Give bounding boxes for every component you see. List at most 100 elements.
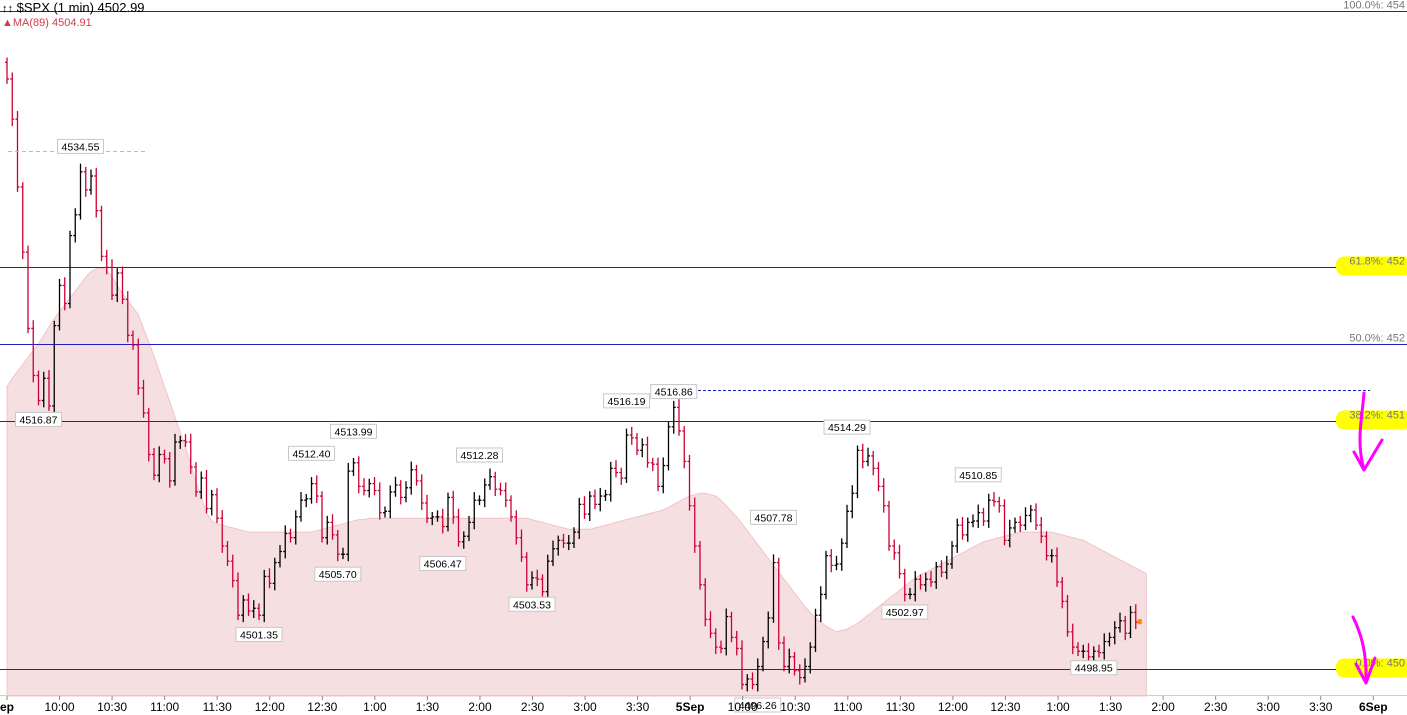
price-bar [719, 640, 723, 654]
price-bar [41, 371, 46, 408]
price-bar [813, 608, 818, 652]
price-bar [194, 462, 198, 497]
price-bar [1128, 605, 1133, 639]
price-bar [388, 485, 393, 519]
price-bar [398, 480, 403, 505]
svg-text:4501.35: 4501.35 [240, 629, 278, 641]
price-bar [68, 230, 72, 309]
price-bar [157, 446, 162, 483]
price-bar [78, 163, 83, 220]
price-bar [682, 426, 687, 469]
price-bar [288, 528, 293, 543]
fib-label-3: 38.2%: 451 [1349, 410, 1405, 422]
price-bar [393, 476, 398, 497]
price-bar [204, 469, 209, 514]
price-bar [456, 508, 461, 547]
x-tick-label: 6Sep [1359, 700, 1388, 714]
price-bar [225, 541, 230, 567]
price-bar [524, 552, 529, 592]
svg-text:4510.85: 4510.85 [959, 470, 997, 482]
price-bar [708, 611, 713, 639]
x-tick-label: 3:00 [573, 700, 597, 714]
price-bars [5, 57, 1370, 692]
price-bar [792, 651, 797, 676]
price-bar [519, 529, 524, 562]
svg-text:4514.29: 4514.29 [828, 422, 866, 434]
price-bar [860, 443, 865, 469]
price-bar [141, 379, 146, 418]
svg-text:4516.19: 4516.19 [608, 396, 646, 408]
price-bar [787, 648, 792, 674]
price-bar [1081, 644, 1086, 659]
price-bar [425, 494, 429, 524]
price-bar [62, 277, 67, 311]
svg-text:4513.99: 4513.99 [335, 426, 373, 438]
price-bar [377, 482, 382, 520]
price-bar [1049, 549, 1054, 563]
x-tick-label: 11:00 [150, 700, 179, 714]
fib-highlight-1 [1336, 256, 1407, 276]
price-label: 4516.86 [650, 384, 698, 400]
x-tick-label: 3:30 [1309, 700, 1333, 714]
price-bar [419, 474, 424, 510]
price-label: 4534.55 [57, 138, 104, 154]
price-bar [850, 485, 855, 519]
x-tick-label: 12:30 [990, 700, 1020, 714]
price-bar [950, 541, 954, 569]
price-bar [304, 493, 309, 508]
price-label: 4502.97 [881, 604, 929, 620]
x-tick-label: 11:30 [203, 700, 232, 714]
price-bar [561, 533, 566, 549]
price-bar [881, 478, 886, 513]
x-tick-label: 12:00 [255, 700, 285, 714]
price-label: 4505.70 [314, 566, 362, 582]
price-bar [1023, 507, 1028, 531]
price-bar [446, 492, 450, 532]
price-bar [409, 461, 414, 495]
price-bar [698, 541, 702, 590]
price-bar [608, 461, 613, 502]
price-bar [110, 259, 114, 300]
price-bar [740, 640, 744, 690]
price-bar [325, 515, 330, 545]
x-tick-label: 10:30 [780, 700, 810, 714]
price-bar [955, 518, 960, 553]
price-bar [908, 587, 912, 600]
price-bar [556, 535, 561, 556]
price-bar [776, 557, 781, 650]
price-bar [414, 464, 419, 486]
price-bar [346, 462, 351, 562]
triangle-icon: ▲ [2, 17, 13, 29]
price-bar [929, 571, 933, 587]
x-tick-label: 12:00 [938, 700, 968, 714]
price-bar [766, 611, 771, 649]
price-bar [981, 507, 986, 526]
x-tick-label: 11:00 [833, 700, 862, 714]
price-bar [367, 478, 372, 498]
price-label: 4513.99 [330, 423, 377, 439]
price-bar [299, 492, 303, 522]
price-bar [52, 320, 57, 413]
price-bar [629, 426, 634, 445]
price-bar [960, 516, 965, 540]
price-bar [20, 182, 25, 260]
svg-text:4512.28: 4512.28 [461, 450, 499, 462]
price-bar [692, 497, 697, 553]
svg-text:4503.53: 4503.53 [513, 599, 551, 611]
price-bar [797, 664, 802, 685]
price-bar [330, 514, 335, 540]
price-bar [1112, 621, 1117, 645]
price-bar [582, 496, 587, 519]
price-bar [314, 475, 319, 503]
price-bar [1086, 643, 1091, 662]
price-bar [1044, 531, 1049, 561]
price-bar [251, 600, 256, 619]
price-bar [488, 468, 492, 490]
price-bar [876, 461, 881, 492]
price-bar [362, 478, 366, 496]
price-bar [782, 636, 786, 672]
price-bar [640, 438, 645, 458]
price-bar [1097, 644, 1101, 658]
price-bar [162, 449, 167, 464]
